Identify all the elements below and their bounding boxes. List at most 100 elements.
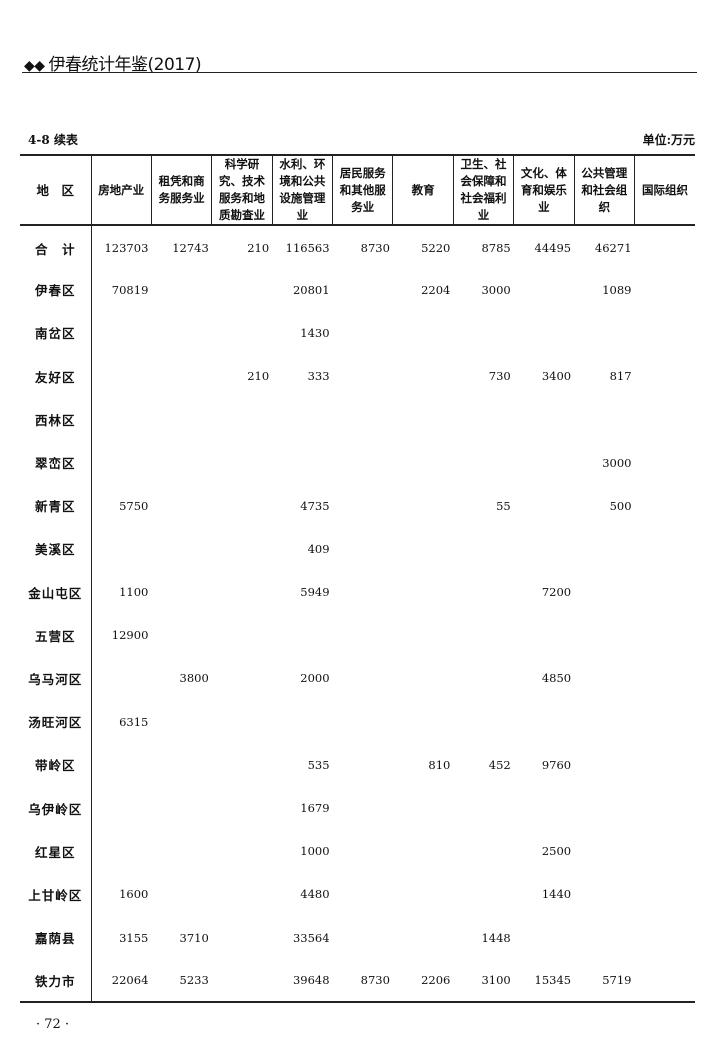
column-header: 居民服务和其他服务业 <box>332 154 393 226</box>
table-row: 美溪区 409 <box>20 527 695 571</box>
header-rule <box>22 72 697 73</box>
table-cell: 1100 <box>119 585 149 600</box>
table-cell: 3000 <box>602 455 632 470</box>
table-cell <box>333 614 393 657</box>
table-cell <box>333 743 393 786</box>
region-name: 汤旺河区 <box>20 700 92 744</box>
table-cell <box>393 571 453 614</box>
table-cell: 4850 <box>541 671 572 686</box>
table-cell: 15345 <box>513 959 575 1004</box>
table-cell <box>393 398 453 441</box>
table-cell <box>333 916 393 959</box>
table-cell: 2206 <box>392 959 454 1004</box>
table-cell <box>635 657 695 700</box>
region-name: 美溪区 <box>20 527 92 571</box>
column-header: 科学研究、技术服务和地质勘查业 <box>211 154 273 226</box>
region-name: 合 计 <box>20 225 92 269</box>
table-cell <box>333 441 393 484</box>
table-cell <box>91 830 151 873</box>
table-cell: 3710 <box>179 930 209 945</box>
table-cell: 70819 <box>111 282 149 297</box>
table-cell <box>635 571 695 614</box>
table-cell: 452 <box>488 757 511 772</box>
region-name: 新青区 <box>20 484 92 528</box>
table-cell <box>635 355 695 398</box>
table-cell: 730 <box>488 369 511 384</box>
table-cell: 5949 <box>300 585 330 600</box>
region-name: 金山屯区 <box>20 570 92 614</box>
table-cell <box>574 571 634 614</box>
table-cell <box>212 830 272 873</box>
region-name: 带岭区 <box>20 743 92 787</box>
table-cell <box>574 743 634 786</box>
table-cell: 3155 <box>119 930 149 945</box>
table-cell <box>151 527 211 570</box>
region-name: 嘉荫县 <box>20 916 92 960</box>
table-cell: 5220 <box>421 241 451 256</box>
table-cell <box>453 873 513 916</box>
table-cell <box>212 571 272 614</box>
table-row: 汤旺河区 6315 <box>20 700 695 744</box>
table-cell <box>453 441 513 484</box>
table-cell <box>212 311 272 354</box>
table-row: 伊春区 70819 20801 2204 3000 1089 <box>20 268 695 312</box>
table-cell: 2500 <box>541 844 572 859</box>
diamond-marker-icon: ◆◆ <box>24 58 45 74</box>
table-cell <box>393 527 453 570</box>
table-cell <box>574 786 634 829</box>
table-cell <box>635 484 695 527</box>
table-cell <box>574 398 634 441</box>
table-cell: 1448 <box>481 930 511 945</box>
table-cell: 535 <box>307 757 330 772</box>
table-row: 铁力市 22064 5233 39648 8730 2206 3100 15345 5719 <box>20 959 695 1004</box>
table-cell <box>91 441 151 484</box>
table-cell <box>212 743 272 786</box>
table-cell: 4480 <box>300 887 330 902</box>
table-cell <box>453 786 513 829</box>
table-cell <box>393 830 453 873</box>
region-name: 友好区 <box>20 354 92 398</box>
table-cell <box>393 700 453 743</box>
table-cell <box>393 657 453 700</box>
region-name: 铁力市 <box>20 959 92 1004</box>
table-cell <box>212 268 272 311</box>
table-row: 金山屯区 1100 5949 7200 <box>20 570 695 614</box>
table-cell <box>635 268 695 311</box>
table-cell <box>151 484 211 527</box>
table-cell <box>333 657 393 700</box>
table-row: 上甘岭区 1600 4480 1440 <box>20 872 695 916</box>
table-cell: 1089 <box>602 282 632 297</box>
table-cell: 7200 <box>541 585 572 600</box>
table-cell <box>333 700 393 743</box>
table-cell <box>574 700 634 743</box>
table-cell <box>634 959 695 1004</box>
table-cell: 210 <box>247 241 270 256</box>
table-cell: 409 <box>307 541 330 556</box>
table-cell <box>514 441 574 484</box>
region-name: 五营区 <box>20 613 92 657</box>
table-row: 乌伊岭区 1679 <box>20 786 695 830</box>
table-cell <box>151 441 211 484</box>
table-cell <box>635 225 695 268</box>
table-number: 4-8 续表 <box>28 133 78 147</box>
table-cell <box>212 786 272 829</box>
column-header: 教育 <box>392 154 454 226</box>
table-cell <box>393 441 453 484</box>
table-cell <box>453 571 513 614</box>
table-row: 五营区 12900 <box>20 613 695 657</box>
table-cell <box>151 830 211 873</box>
table-cell <box>91 786 151 829</box>
column-header: 房地产业 <box>90 154 152 226</box>
table-cell: 333 <box>307 369 330 384</box>
table-cell: 8730 <box>332 959 393 1004</box>
unit-label: 单位:万元 <box>642 133 695 147</box>
table-cell <box>91 398 151 441</box>
table-cell <box>333 830 393 873</box>
table-cell: 6315 <box>119 714 149 729</box>
table-cell <box>574 311 634 354</box>
table-cell: 3400 <box>541 369 572 384</box>
table-cell <box>635 398 695 441</box>
table-cell: 33564 <box>292 930 330 945</box>
page-number: · 72 · <box>36 1017 70 1032</box>
table-cell: 20801 <box>292 282 330 297</box>
